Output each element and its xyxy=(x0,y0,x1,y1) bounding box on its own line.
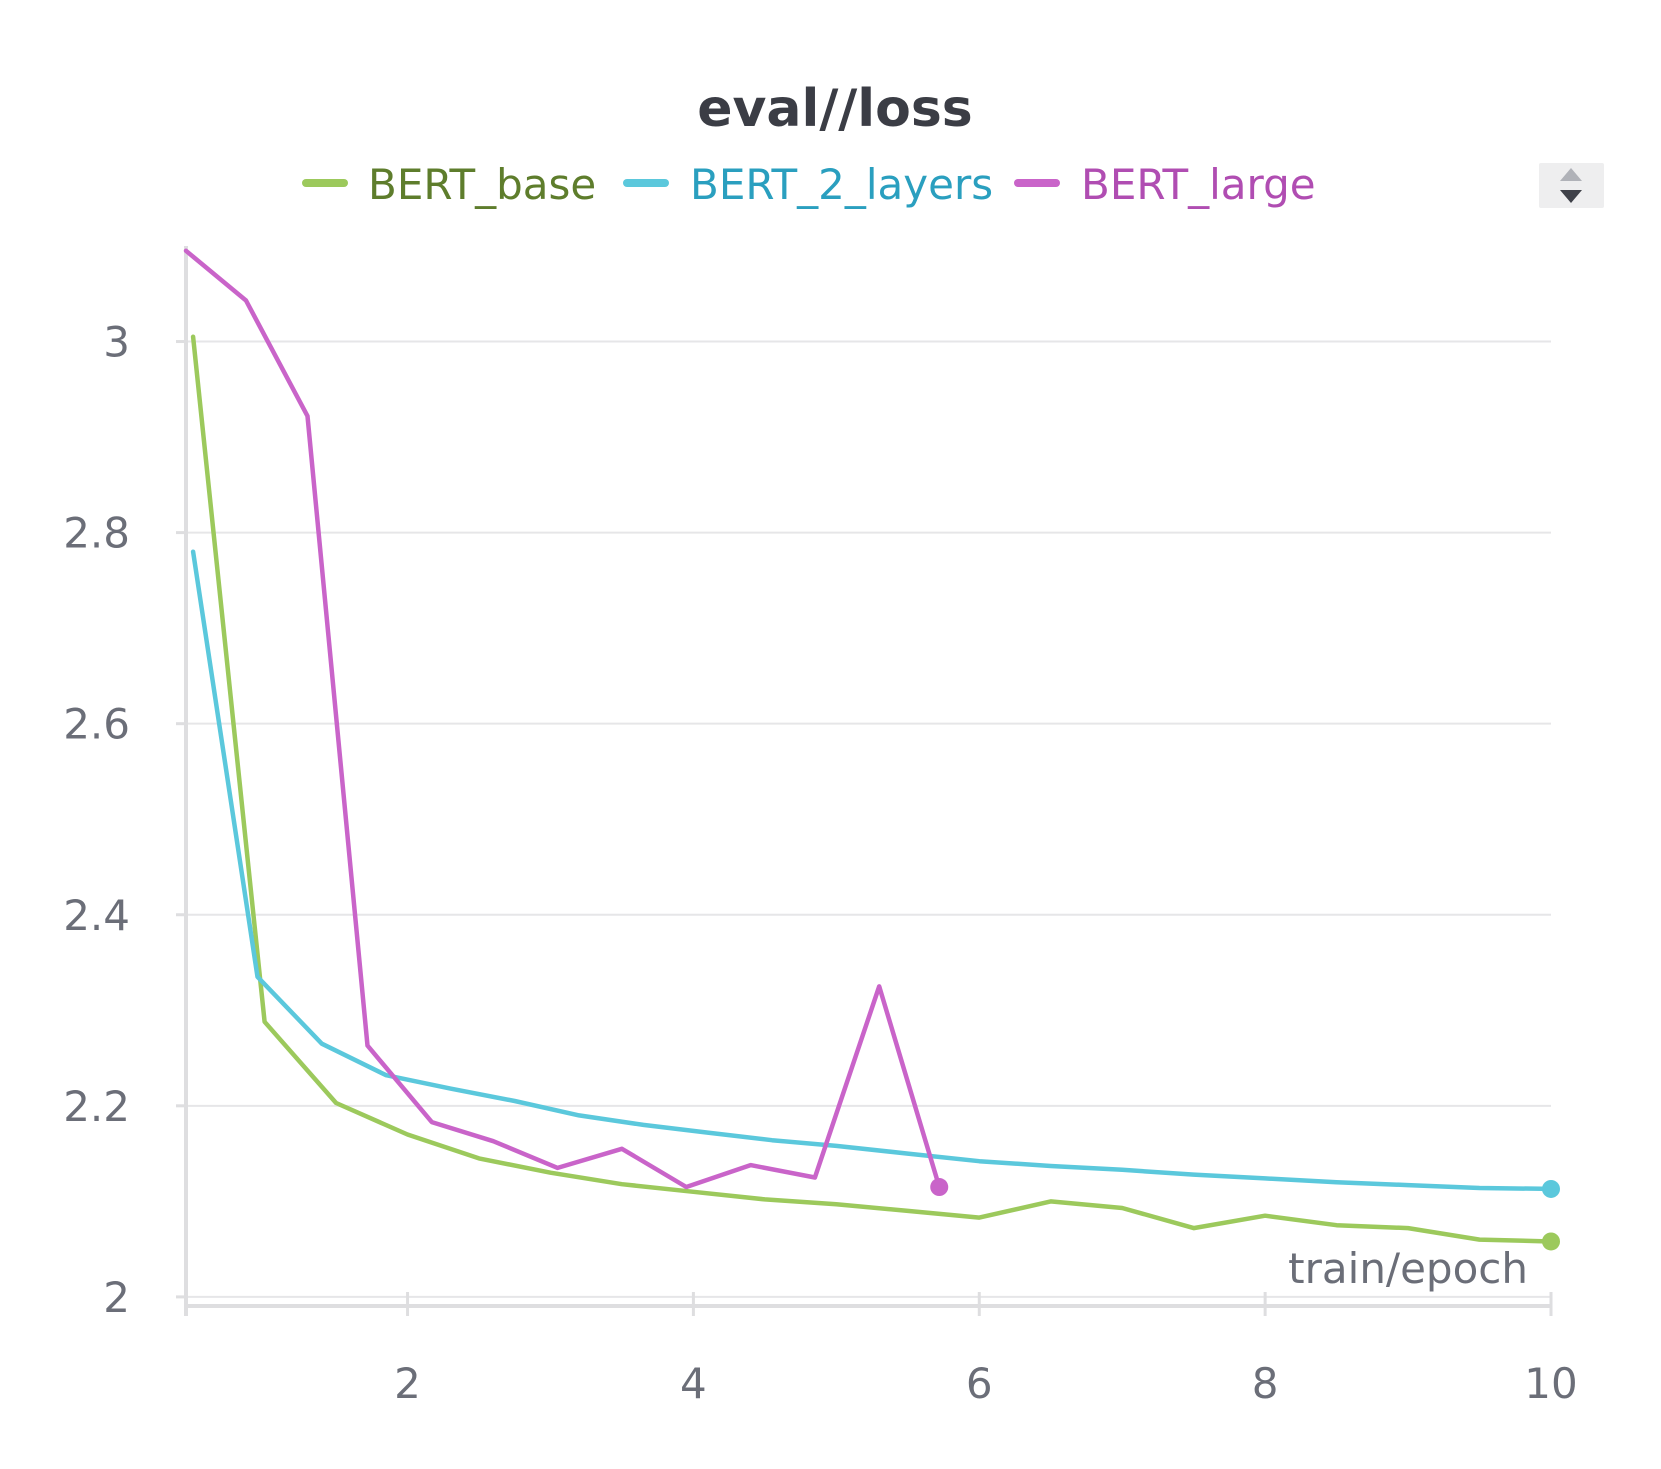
legend-label-bert-base: BERT_base xyxy=(368,160,596,209)
y-tick-label: 2.8 xyxy=(63,509,130,558)
x-axis-label: train/epoch xyxy=(1288,1244,1528,1293)
y-tick-label: 2.2 xyxy=(63,1082,130,1131)
legend-scroll-button[interactable] xyxy=(1539,163,1604,208)
x-tick-label: 6 xyxy=(966,1359,993,1408)
series-endpoint-bert-large xyxy=(930,1178,949,1197)
series-lines xyxy=(183,248,1560,1251)
y-tick-label: 3 xyxy=(103,318,130,367)
up-down-arrows-icon xyxy=(1560,168,1582,203)
x-tick-label: 10 xyxy=(1524,1359,1577,1408)
legend-label-bert-large: BERT_large xyxy=(1081,160,1316,209)
x-tick-label: 8 xyxy=(1252,1359,1279,1408)
legend: BERT_base BERT_2_layers BERT_large xyxy=(302,160,1316,209)
axes: 2 2.2 2.4 2.6 2.8 3 2 4 6 8 10 xyxy=(63,246,1578,1408)
series-line-bert-2-layers xyxy=(190,549,1554,1192)
chart-title: eval//loss xyxy=(697,79,973,139)
series-endpoint-bert-2-layers xyxy=(1542,1179,1560,1198)
y-tick-label: 2 xyxy=(103,1273,130,1322)
grid-lines xyxy=(186,340,1551,1298)
series-line-bert-large xyxy=(183,248,942,1190)
series-endpoint-bert-base xyxy=(1542,1232,1560,1251)
y-tick-label: 2.6 xyxy=(63,700,130,749)
y-tick-label: 2.4 xyxy=(63,891,130,940)
legend-label-bert-2-layers: BERT_2_layers xyxy=(690,160,993,209)
x-tick-label: 2 xyxy=(394,1359,421,1408)
x-tick-label: 4 xyxy=(680,1359,707,1408)
series-line-bert-base xyxy=(190,334,1554,1244)
